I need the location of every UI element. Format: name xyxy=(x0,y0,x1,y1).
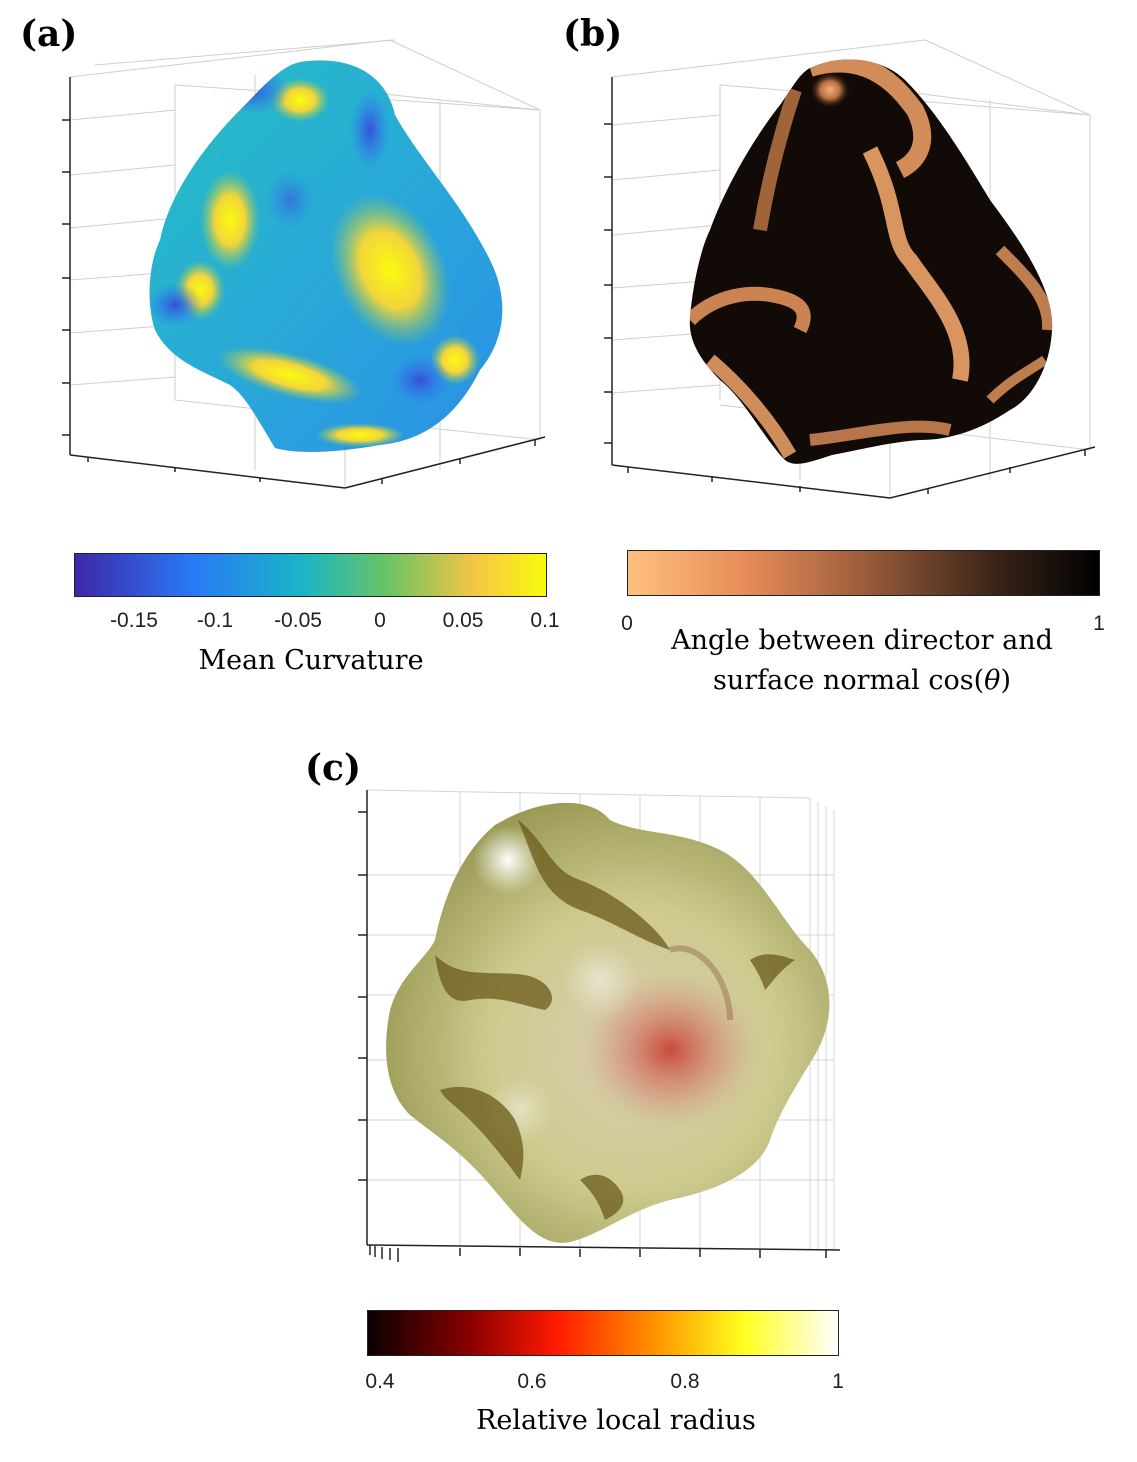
panel-b-label: (b) xyxy=(563,13,623,55)
panel-a-tick: -0.05 xyxy=(274,609,322,632)
panel-c-colorbar xyxy=(367,1310,839,1356)
panel-a-label: (a) xyxy=(20,13,78,55)
panel-a-tick: -0.1 xyxy=(196,609,234,632)
panel-a-colorbar xyxy=(74,553,547,597)
panel-b-tick: 1 xyxy=(1093,612,1105,635)
panel-b-tick: 0 xyxy=(621,612,633,635)
panel-c-axes xyxy=(358,790,841,1262)
panel-b-colorbar-label-close: ) xyxy=(1000,665,1011,696)
panel-a-tick: -0.15 xyxy=(110,609,158,632)
panel-c-3d-surface-plot xyxy=(358,789,841,1262)
panel-a-colorbar-label: Mean Curvature xyxy=(198,645,424,676)
panel-a-3d-surface-plot xyxy=(62,39,546,489)
panel-c-surface xyxy=(386,802,830,1243)
panel-a-axes xyxy=(62,77,546,489)
theta-symbol: θ xyxy=(984,665,1001,696)
panel-b-colorbar-label-line2: surface normal cos(θ) xyxy=(713,665,1011,696)
panel-b-colorbar-label-text: surface normal cos( xyxy=(713,665,985,696)
panel-c-tick: 1 xyxy=(832,1370,844,1393)
panel-c-tick: 0.4 xyxy=(365,1370,395,1393)
panel-b-colorbar xyxy=(627,550,1100,596)
panel-b-colorbar-label-line1: Angle between director and xyxy=(671,625,1053,656)
panel-a-tick: 0.1 xyxy=(530,609,560,632)
panel-c-label: (c) xyxy=(305,747,361,789)
panel-a-surface xyxy=(149,60,503,452)
panel-c-colorbar-label: Relative local radius xyxy=(476,1405,756,1436)
panel-c-tick: 0.6 xyxy=(517,1370,547,1393)
panel-b-3d-surface-plot xyxy=(604,39,1096,499)
panel-a-tick: 0.05 xyxy=(442,609,484,632)
panel-b-surface xyxy=(689,59,1053,464)
panel-b-axes xyxy=(604,77,1096,499)
panel-c-tick: 0.8 xyxy=(670,1370,700,1393)
panel-a-tick: 0 xyxy=(374,609,386,632)
